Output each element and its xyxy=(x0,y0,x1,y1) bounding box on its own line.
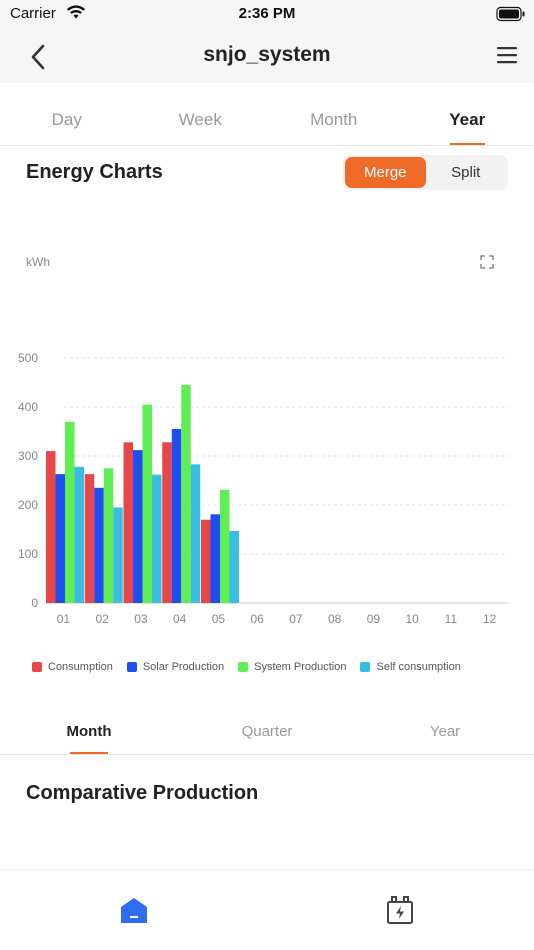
tab-day[interactable]: Day xyxy=(51,110,82,129)
x-tick-label: 02 xyxy=(95,612,109,626)
x-tick-label: 03 xyxy=(134,612,148,626)
tab-week[interactable]: Week xyxy=(178,110,222,129)
bar[interactable] xyxy=(113,507,123,603)
y-tick-label: 400 xyxy=(18,400,38,414)
x-tick-label: 10 xyxy=(405,612,419,626)
expand-icon[interactable] xyxy=(480,255,494,269)
tab-compare-month[interactable]: Month xyxy=(0,707,178,754)
legend-swatch xyxy=(32,662,42,672)
bar[interactable] xyxy=(162,442,172,603)
legend-item-consumption[interactable]: Consumption xyxy=(32,661,113,673)
bar[interactable] xyxy=(103,468,114,603)
chart-legend: Consumption Solar Production System Prod… xyxy=(32,661,461,673)
merge-split-toggle: Merge Split xyxy=(343,155,508,190)
bar[interactable] xyxy=(84,474,95,603)
legend-label: Solar Production xyxy=(142,661,225,673)
x-tick-label: 01 xyxy=(57,612,71,626)
bar[interactable] xyxy=(65,421,75,603)
home-icon[interactable] xyxy=(120,896,148,924)
y-tick-label: 300 xyxy=(18,449,38,463)
legend-swatch xyxy=(126,662,137,672)
energy-bar-chart: kWh 0 100 200 300 400 500 01 02 03 04 05 06 07 08 09 10… xyxy=(18,255,509,626)
legend-item-system-production[interactable]: System Production xyxy=(238,661,346,673)
x-tick-label: 09 xyxy=(367,612,381,626)
clock-label: 2:36 PM xyxy=(238,5,296,22)
bar[interactable] xyxy=(152,474,162,603)
nav-bar: snjo_system xyxy=(0,30,534,83)
tab-compare-quarter[interactable]: Quarter xyxy=(241,723,293,740)
x-tick-label: 12 xyxy=(483,612,497,626)
page-title: snjo_system xyxy=(203,43,331,66)
y-tick-label: 200 xyxy=(18,498,38,512)
bar[interactable] xyxy=(201,519,211,603)
y-tick-label: 500 xyxy=(18,351,38,365)
bar[interactable] xyxy=(171,429,182,603)
bar[interactable] xyxy=(74,466,85,603)
legend-label: System Production xyxy=(254,661,347,673)
merge-button[interactable]: Merge xyxy=(345,157,426,188)
bar[interactable] xyxy=(190,464,201,603)
back-chevron-icon[interactable] xyxy=(26,42,52,72)
legend-item-solar-production[interactable]: Solar Production xyxy=(126,661,225,673)
battery-status-icon xyxy=(496,6,525,22)
bar[interactable] xyxy=(181,384,191,603)
y-tick-label: 100 xyxy=(18,547,38,561)
energy-chart: kWh 0 100 200 300 400 500 01 02 03 04 05 06 07 08 09 10… xyxy=(0,240,534,690)
wifi-icon xyxy=(67,5,85,19)
tab-compare-year[interactable]: Year xyxy=(429,723,461,740)
legend-label: Self consumption xyxy=(376,661,461,673)
comparison-period-tabs: Month Quarter Year xyxy=(0,707,534,755)
period-tabs: Day Week Month Year xyxy=(0,83,534,146)
legend-swatch xyxy=(238,662,249,672)
bar[interactable] xyxy=(94,487,104,603)
x-tick-label: 04 xyxy=(173,612,187,626)
bar[interactable] xyxy=(220,489,230,603)
y-axis-unit-label: kWh xyxy=(26,255,50,269)
bar[interactable] xyxy=(229,530,240,603)
legend-label: Consumption xyxy=(48,661,113,673)
status-bar: Carrier 2:36 PM xyxy=(0,0,534,30)
bar[interactable] xyxy=(133,450,143,603)
bar[interactable] xyxy=(123,442,134,603)
menu-icon[interactable] xyxy=(496,44,518,66)
x-tick-label: 06 xyxy=(250,612,264,626)
x-tick-label: 11 xyxy=(445,612,458,626)
tab-year[interactable]: Year xyxy=(401,83,534,145)
bottom-tab-bar xyxy=(0,869,534,950)
legend-swatch xyxy=(360,662,371,672)
legend-item-self-consumption[interactable]: Self consumption xyxy=(360,661,461,673)
tab-month[interactable]: Month xyxy=(310,110,358,129)
battery-charge-icon[interactable] xyxy=(386,895,414,925)
y-tick-label: 0 xyxy=(31,596,38,610)
bar[interactable] xyxy=(210,514,221,603)
carrier-label: Carrier xyxy=(10,5,56,22)
energy-charts-title: Energy Charts xyxy=(26,161,163,183)
comparative-production-title: Comparative Production xyxy=(26,782,259,804)
bar[interactable] xyxy=(142,404,153,603)
x-tick-label: 08 xyxy=(328,612,342,626)
x-tick-label: 05 xyxy=(212,612,226,626)
bar[interactable] xyxy=(46,451,56,603)
bar[interactable] xyxy=(55,474,66,603)
split-button[interactable]: Split xyxy=(426,157,507,188)
x-tick-label: 07 xyxy=(289,612,303,626)
